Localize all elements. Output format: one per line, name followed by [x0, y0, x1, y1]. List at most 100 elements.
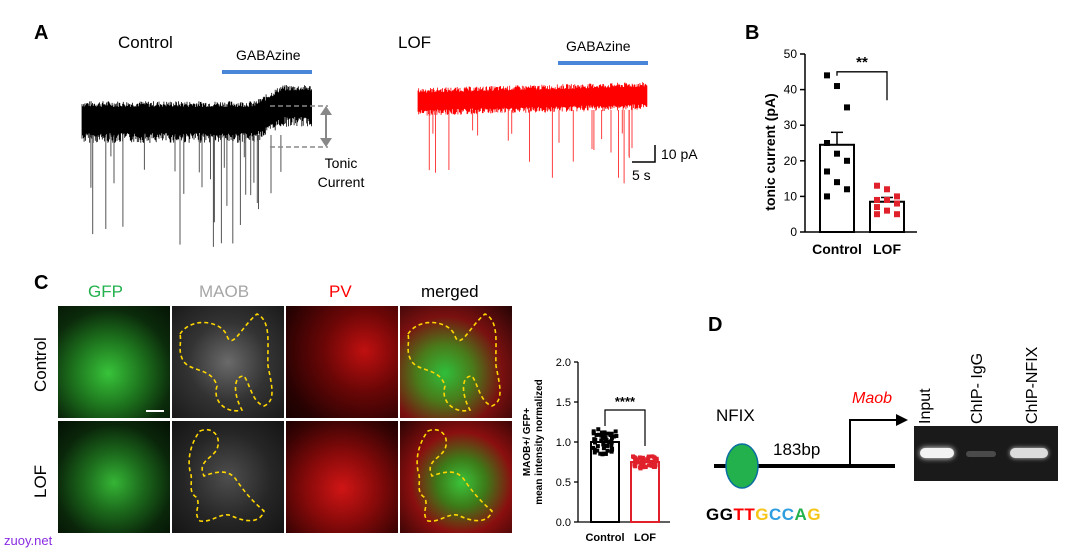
panel-b-point — [874, 204, 880, 211]
panel-c-point — [635, 460, 640, 465]
panel-c-point — [654, 458, 659, 463]
motif-letter: T — [744, 505, 756, 524]
panel-c-point — [641, 464, 646, 469]
col-label-maob: MAOB — [199, 282, 250, 301]
gel-band-nfix — [1010, 448, 1048, 458]
panel-c-point — [650, 454, 655, 459]
col-label-pv: PV — [329, 282, 352, 301]
panel-c-point — [603, 443, 608, 448]
motif-letter: G — [719, 505, 734, 524]
panel-c-point — [603, 436, 608, 441]
panel-b-ytick: 30 — [784, 118, 798, 132]
tonic-current-chart: tonic current (pA) 0 10 20 30 40 50 Control LO… — [762, 47, 917, 257]
panel-b-point — [844, 186, 850, 193]
panel-c-point — [592, 450, 597, 455]
nfix-label: NFIX — [716, 406, 755, 425]
gel-image — [914, 426, 1058, 481]
micrograph-control-merged — [400, 306, 512, 418]
panel-c-point — [649, 463, 654, 468]
row-label-lof: LOF — [31, 464, 50, 498]
panel-b-point — [894, 200, 900, 207]
panel-c-ytick: 0.0 — [556, 517, 571, 529]
panel-c-ytick: 1.0 — [556, 437, 571, 449]
panel-c-xlabel: LOF — [634, 532, 656, 544]
motif-letter: G — [755, 505, 769, 524]
panel-b-ytick: 0 — [790, 225, 797, 239]
panel-c-point — [600, 452, 605, 457]
col-label-gfp: GFP — [88, 282, 123, 301]
motif-letter: A — [794, 505, 808, 524]
panel-b-point — [824, 140, 830, 146]
panel-c-point — [595, 448, 600, 453]
micrograph-control-gfp — [58, 306, 170, 418]
micrograph-lof-maob — [172, 421, 284, 533]
panel-c-point — [602, 430, 607, 435]
gene-label: Maob — [852, 390, 893, 407]
panel-c-point — [652, 463, 657, 468]
panel-a-letter: A — [34, 22, 49, 44]
panel-c-point — [609, 449, 614, 454]
panel-c-point — [609, 443, 614, 448]
motif-letter: G — [706, 505, 720, 524]
gabazine-bar-lof — [558, 61, 648, 65]
panel-c-point — [599, 430, 604, 435]
panel-c-point — [613, 429, 618, 434]
panel-b-point — [844, 104, 850, 111]
panel-c-point — [599, 433, 604, 438]
panel-c-point — [609, 431, 614, 436]
tonic-current-label: Tonic Current — [317, 155, 365, 190]
tss-arrow — [849, 419, 898, 466]
panel-c-point — [592, 440, 597, 445]
lane-label-input: Input — [917, 388, 934, 424]
motif-letter: C — [768, 505, 782, 524]
scale-bar — [632, 145, 656, 163]
panel-c-point — [632, 455, 637, 460]
scale-x-label: 5 s — [632, 167, 651, 183]
panel-c-point — [649, 459, 654, 464]
panel-c-point — [601, 446, 606, 451]
panel-c-point — [633, 464, 638, 469]
panel-b-point — [884, 207, 890, 214]
panel-b-point — [824, 168, 830, 175]
panel-c-point — [597, 432, 602, 437]
scale-y-label: 10 pA — [661, 146, 698, 162]
lane-label-igg: ChIP- IgG — [969, 352, 986, 424]
panel-d-letter: D — [708, 314, 723, 336]
lof-trace-spikes — [428, 110, 633, 184]
panel-b-point — [834, 83, 840, 90]
gabazine-label-lof: GABAzine — [566, 38, 631, 54]
gabazine-label-control: GABAzine — [236, 47, 301, 63]
micrograph-lof-pv — [286, 421, 398, 533]
lof-trace — [417, 82, 648, 184]
panel-b-point — [884, 186, 890, 193]
panel-c-letter: C — [34, 272, 49, 294]
panel-c-point — [643, 465, 648, 470]
micrograph-control-maob — [172, 306, 284, 418]
panel-b-point — [894, 193, 900, 200]
panel-c-point — [633, 458, 638, 463]
watermark: zuoy.net — [4, 533, 53, 548]
lof-trace-body — [417, 82, 648, 116]
panel-b-point — [884, 196, 890, 203]
panel-c-point — [605, 448, 610, 453]
panel-b-xlabel: Control — [812, 241, 862, 257]
gel-band-igg — [966, 451, 996, 457]
panel-c-point — [601, 442, 606, 447]
micrograph-lof-gfp — [58, 421, 170, 533]
micrograph-lof-merged — [400, 421, 512, 533]
panel-c-ytick: 1.5 — [556, 397, 571, 409]
row-label-control: Control — [31, 337, 50, 392]
panel-c-point — [638, 465, 643, 470]
panel-c-point — [592, 447, 597, 452]
maob-intensity-chart: MAOB+/ GFP+ mean intensity normalized 0.… — [522, 357, 670, 544]
motif-letter: T — [733, 505, 745, 524]
motif-letter: G — [807, 505, 822, 524]
panel-c-point — [593, 437, 598, 442]
gabazine-bar-control — [222, 70, 312, 74]
gel-band-input — [920, 448, 954, 458]
panel-b-ytick: 40 — [784, 83, 798, 97]
panel-b-point — [824, 72, 830, 79]
panel-b-point — [874, 196, 880, 203]
panel-b-ytick: 10 — [784, 189, 798, 203]
control-trace-spikes — [90, 135, 282, 247]
